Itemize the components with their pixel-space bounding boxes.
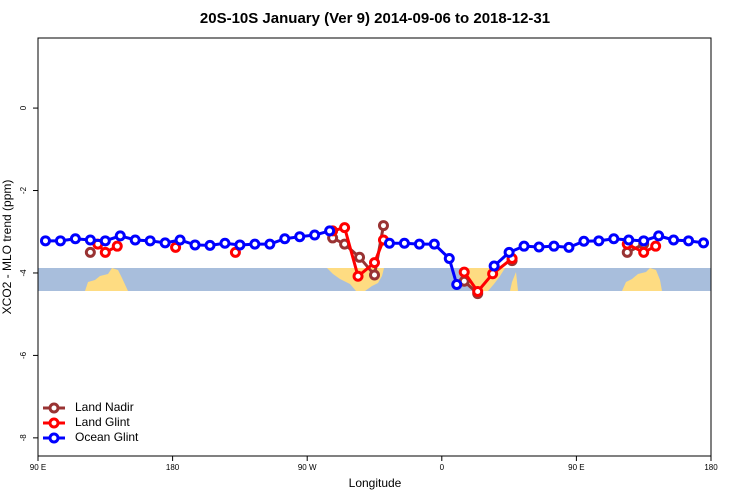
point <box>698 237 710 249</box>
x-tick-label: 180 <box>166 463 180 472</box>
point <box>683 235 695 247</box>
point <box>84 246 96 258</box>
point <box>39 235 51 247</box>
legend-marker <box>48 432 60 444</box>
legend-label: Ocean Glint <box>75 430 139 444</box>
legend-marker <box>48 417 60 429</box>
point <box>324 225 336 237</box>
point <box>99 246 111 258</box>
point <box>229 246 241 258</box>
point <box>488 260 500 272</box>
point <box>377 220 389 232</box>
land <box>85 268 128 291</box>
point <box>608 233 620 245</box>
legend-label: Land Glint <box>75 415 130 429</box>
point <box>443 253 455 265</box>
y-tick-label: 0 <box>19 105 28 110</box>
x-tick-label: 90 E <box>568 463 584 472</box>
point <box>578 235 590 247</box>
x-tick-label: 90 E <box>30 463 46 472</box>
point <box>174 234 186 246</box>
point <box>369 257 380 269</box>
point <box>653 230 665 242</box>
point <box>650 240 662 252</box>
point <box>352 270 364 282</box>
point <box>413 238 425 250</box>
point <box>563 241 575 253</box>
point <box>204 239 216 251</box>
point <box>638 246 650 258</box>
point <box>219 237 231 249</box>
point <box>638 235 650 247</box>
point <box>533 241 545 253</box>
point <box>69 233 81 245</box>
x-tick-label: 90 W <box>298 463 317 472</box>
legend-marker <box>48 402 60 414</box>
point <box>170 241 182 253</box>
point <box>111 240 123 252</box>
point <box>369 269 380 281</box>
point <box>451 279 463 291</box>
plot-frame <box>37 37 712 457</box>
chart-title: 20S-10S January (Ver 9) 2014-09-06 to 20… <box>200 10 550 27</box>
point <box>99 235 111 247</box>
point <box>279 233 291 245</box>
point <box>249 238 261 250</box>
point <box>548 240 560 252</box>
point <box>309 229 321 241</box>
land <box>510 272 518 291</box>
point <box>189 239 201 251</box>
point <box>114 230 126 242</box>
point <box>129 234 141 246</box>
point <box>623 234 635 246</box>
point <box>428 238 440 250</box>
point <box>458 266 470 278</box>
point <box>234 239 246 251</box>
point <box>668 234 680 246</box>
point <box>294 231 306 243</box>
point <box>503 246 515 258</box>
point <box>472 286 484 298</box>
y-tick-label: -2 <box>19 186 28 194</box>
point <box>264 238 276 250</box>
y-tick-label: -6 <box>19 351 28 359</box>
x-tick-label: 0 <box>440 463 445 472</box>
point <box>54 235 66 247</box>
y-axis-label: XCO2 - MLO trend (ppm) <box>0 180 14 315</box>
point <box>339 222 351 234</box>
y-tick-label: -4 <box>19 269 28 277</box>
point <box>84 234 96 246</box>
point <box>159 237 171 249</box>
point <box>518 240 530 252</box>
x-axis-label: Longitude <box>349 476 402 490</box>
x-tick-label: 180 <box>704 463 718 472</box>
legend-label: Land Nadir <box>75 400 134 414</box>
point <box>354 251 366 263</box>
land <box>622 268 662 291</box>
point <box>398 237 410 249</box>
point <box>383 237 395 249</box>
point <box>593 235 605 247</box>
y-tick-label: -8 <box>19 434 28 442</box>
point <box>144 235 156 247</box>
